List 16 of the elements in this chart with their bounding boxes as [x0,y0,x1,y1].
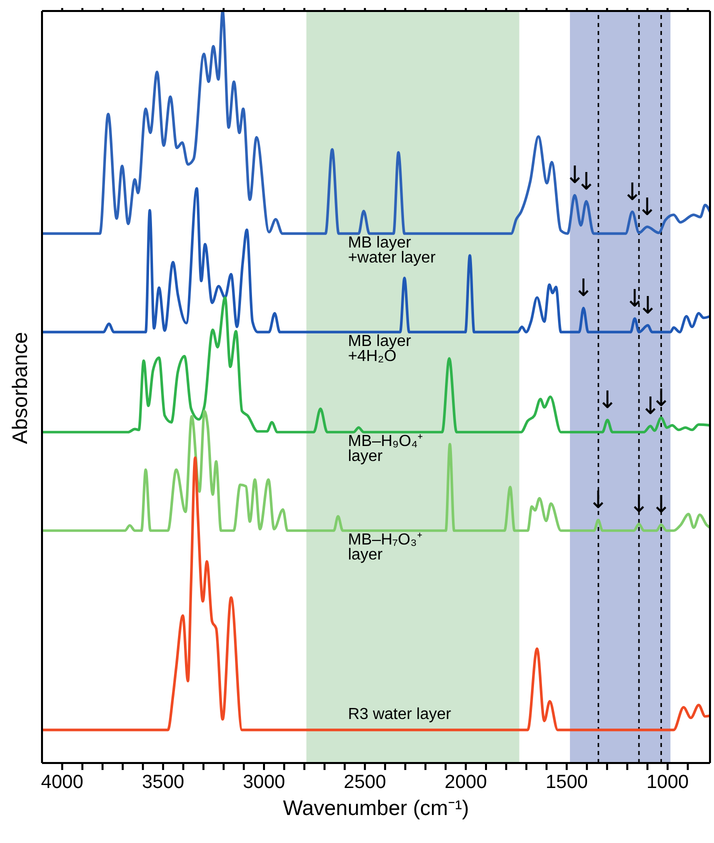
annotation: R3 water layer [348,706,452,724]
annotation: MB–H₉O₄⁺ layer [348,434,423,466]
x-tick-label: 3000 [242,772,286,793]
annotation: MB–H₇O₃⁺ layer [348,532,422,564]
annotation: ↓ [597,386,618,414]
annotation: ↓ [573,274,594,302]
x-axis-title: Wavenumber (cm⁻¹) [283,797,469,820]
x-tick-label: 2500 [344,772,386,793]
annotation: MB layer +water layer [348,235,436,267]
x-tick-label: 3500 [142,772,184,793]
x-tick-label: 2000 [444,772,487,793]
x-tick-label: 1000 [646,772,689,793]
x-tick-label: 1500 [546,772,588,793]
annotation: MB layer +4H₂O [348,334,412,366]
y-axis-title: Absorbance [9,332,32,444]
x-tick-label: 4000 [41,772,84,793]
